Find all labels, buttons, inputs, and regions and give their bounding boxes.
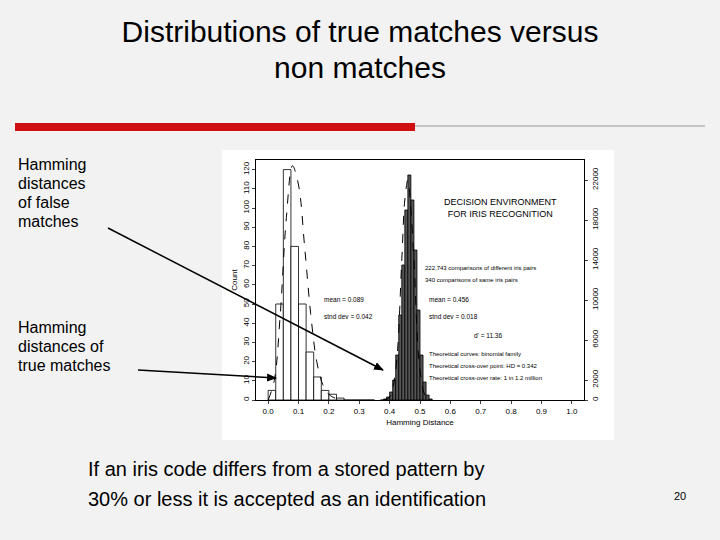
svg-text:0.6: 0.6	[445, 407, 457, 416]
html-text:of false: of false	[18, 194, 70, 211]
svg-text:Hamming Distance: Hamming Distance	[386, 418, 454, 427]
svg-text:0.4: 0.4	[384, 407, 396, 416]
svg-text:0.1: 0.1	[293, 407, 305, 416]
svg-text:0.5: 0.5	[414, 407, 426, 416]
svg-text:60: 60	[242, 279, 251, 288]
svg-text:22000: 22000	[591, 167, 600, 190]
svg-text:40: 40	[242, 317, 251, 326]
svg-text:70: 70	[242, 259, 251, 268]
svg-text:Theoretical curves: binomial f: Theoretical curves: binomial family	[429, 351, 521, 357]
svg-text:80: 80	[242, 240, 251, 249]
html-text:20: 20	[674, 490, 687, 502]
html-text:If an iris code differs from a: If an iris code differs from a stored pa…	[88, 458, 485, 480]
svg-text:Theoretical cross-over rate: 1: Theoretical cross-over rate: 1 in 1.2 mi…	[429, 375, 542, 381]
svg-text:0.0: 0.0	[263, 407, 275, 416]
svg-text:6000: 6000	[591, 329, 600, 347]
svg-text:0.7: 0.7	[475, 407, 487, 416]
svg-text:120: 120	[242, 161, 251, 175]
html-text:Distributions of true matches: Distributions of true matches versus	[121, 15, 599, 48]
html-text:non matches: non matches	[274, 51, 446, 84]
svg-text:90: 90	[242, 221, 251, 230]
html-text:Hamming: Hamming	[18, 319, 87, 336]
html-text:matches: matches	[18, 213, 79, 230]
svg-text:110: 110	[242, 181, 251, 194]
svg-text:222,743 comparisons of differe: 222,743 comparisons of different iris pa…	[425, 265, 536, 271]
svg-text:14000: 14000	[591, 247, 600, 270]
svg-text:340 comparisons of same iris p: 340 comparisons of same iris pairs	[425, 277, 518, 283]
html-text:distances of: distances of	[18, 338, 104, 355]
svg-text:0.9: 0.9	[536, 407, 548, 416]
svg-text:DECISION ENVIRONMENTFOR IRIS R: DECISION ENVIRONMENTFOR IRIS RECOGNITION	[444, 197, 557, 219]
svg-text:0: 0	[242, 396, 251, 401]
svg-text:50: 50	[242, 298, 251, 307]
svg-text:30: 30	[242, 336, 251, 345]
svg-text:Count: Count	[230, 269, 239, 291]
svg-text:d' = 11.36: d' = 11.36	[474, 332, 502, 339]
html-text:30% or less it is accepted as: 30% or less it is accepted as an identif…	[88, 488, 486, 510]
svg-text:0.2: 0.2	[323, 407, 335, 416]
html-text:Hamming: Hamming	[18, 156, 87, 173]
svg-text:mean = 0.456: mean = 0.456	[429, 296, 469, 303]
svg-text:0.8: 0.8	[506, 407, 518, 416]
html-text:true matches: true matches	[18, 357, 111, 374]
svg-text:10: 10	[242, 375, 251, 384]
svg-text:stnd dev = 0.018: stnd dev = 0.018	[429, 313, 478, 320]
html-text:distances: distances	[18, 175, 86, 192]
svg-text:stnd dev = 0.042: stnd dev = 0.042	[324, 313, 373, 320]
svg-text:100: 100	[242, 200, 251, 214]
svg-text:20: 20	[242, 355, 251, 364]
svg-text:mean = 0.089: mean = 0.089	[324, 296, 364, 303]
svg-text:18000: 18000	[591, 207, 600, 230]
svg-text:2000: 2000	[591, 369, 600, 387]
svg-text:0.3: 0.3	[354, 407, 366, 416]
svg-text:10000: 10000	[591, 287, 600, 310]
svg-text:0: 0	[591, 396, 600, 401]
svg-text:Theoretical cross-over point:: Theoretical cross-over point: HD = 0.342	[429, 363, 538, 369]
svg-text:1.0: 1.0	[566, 407, 578, 416]
